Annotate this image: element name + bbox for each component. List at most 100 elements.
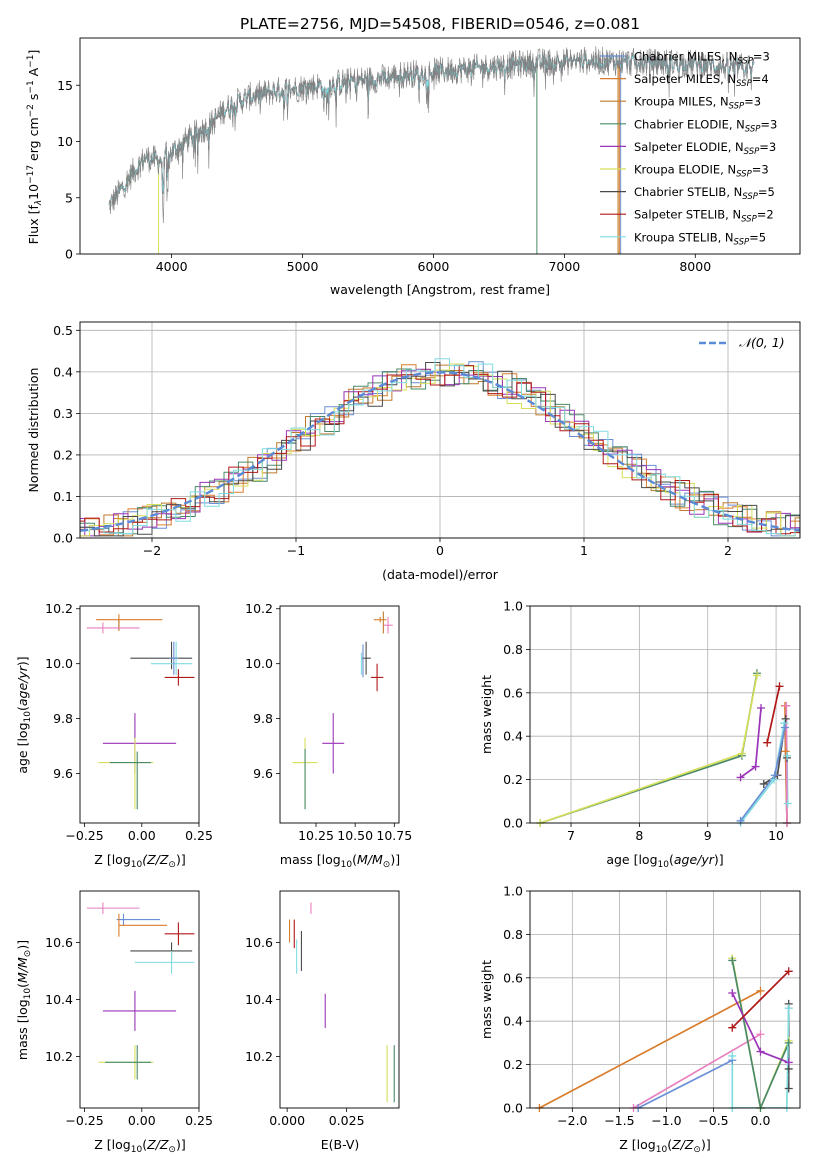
marker-2-0 (736, 773, 745, 782)
y-axis-label: mass weight (479, 675, 494, 754)
marker-5-2 (780, 719, 789, 728)
model-line-3 (108, 56, 538, 210)
age_vs_Z-plot-area (86, 614, 195, 810)
x-tick-label: −1.5 (604, 1113, 634, 1128)
histogram-4 (80, 368, 800, 537)
x-tick-label: 0.25 (185, 828, 213, 843)
histogram-8 (80, 358, 800, 537)
y-tick-label: 0.4 (53, 364, 73, 379)
marker-6-0 (728, 1023, 737, 1032)
y-tick-label: 0.8 (503, 642, 523, 657)
x-tick-label: 0 (436, 543, 444, 558)
mass_vs_EBV-axes (276, 941, 348, 1112)
y-tick-label: 0.0 (53, 531, 73, 546)
y-tick-label: 0.2 (503, 772, 523, 787)
x-tick-label: 0.25 (185, 1113, 213, 1128)
y-tick-label: 9.6 (253, 766, 273, 781)
x-tick-label: 4000 (156, 259, 188, 274)
x-axis-label: (data-model)/error (382, 567, 499, 582)
spectrum-axes (76, 84, 696, 258)
age_vs_mass-plot-area (292, 611, 393, 810)
y-tick-label: 15 (57, 78, 73, 93)
y-tick-label: 0.4 (503, 1014, 523, 1029)
series-line-0 (539, 990, 761, 1108)
y-tick-label: 0.2 (53, 447, 73, 462)
y-tick-label: 10.6 (45, 935, 73, 950)
y-axis-label: Normed distribution (26, 368, 41, 493)
y-axis-label: mass [log10(M/M⊙)] (15, 940, 33, 1060)
marker-1-1 (737, 749, 746, 758)
x-tick-label: 10.75 (376, 828, 412, 843)
marker-7-2 (784, 1084, 793, 1093)
x-tick-label: 9 (704, 828, 712, 843)
marker-6-1 (784, 967, 793, 976)
y-tick-label: 10 (57, 134, 73, 149)
x-tick-label: 8000 (679, 259, 711, 274)
y-tick-label: 9.8 (253, 711, 273, 726)
mass_vs_EBV-frame (279, 890, 400, 1109)
x-axis-label: Z [log10(Z/Z⊙)] (619, 1137, 710, 1155)
x-tick-label: −1.0 (651, 1113, 681, 1128)
y-tick-label: 10.2 (45, 601, 73, 616)
y-tick-label: 10.2 (45, 1049, 73, 1064)
x-tick-label: 0.00 (128, 1113, 156, 1128)
marker-2-1 (751, 762, 760, 771)
legend-entry-0: Chabrier MILES, NSSP=3 (634, 50, 770, 67)
mass_vs_Z-axes (76, 941, 200, 1112)
x-tick-label: 1 (580, 543, 588, 558)
legend-entry-1: Salpeter MILES, NSSP=4 (634, 72, 769, 89)
x-tick-label: 0.025 (329, 1113, 365, 1128)
marker-0-1 (756, 986, 765, 995)
marker-5-1 (756, 1047, 765, 1056)
mass_vs_Z-plot-area (86, 902, 195, 1080)
x-tick-label: 7000 (548, 259, 580, 274)
x-tick-label: −0.25 (65, 1113, 103, 1128)
histogram-1 (80, 364, 800, 536)
x-tick-label: −0.25 (65, 828, 103, 843)
residuals-plot-area (80, 358, 800, 537)
x-tick-label: 5000 (287, 259, 319, 274)
x-tick-label: −0.5 (698, 1113, 728, 1128)
legend-entry-3: Chabrier ELODIE, NSSP=3 (634, 117, 777, 134)
residuals-frame (79, 321, 801, 539)
marker-6-0 (736, 816, 745, 825)
marker-7-1 (784, 1064, 793, 1073)
x-tick-label: −2.0 (557, 1113, 587, 1128)
y-tick-label: 10.2 (245, 1049, 273, 1064)
x-tick-label: 10 (768, 828, 784, 843)
y-axis-label: age [log10(age/yr)] (15, 656, 33, 773)
y-tick-label: 5 (65, 190, 73, 205)
mass_vs_Z-frame (79, 890, 200, 1109)
y-axis-label: mass weight (479, 960, 494, 1039)
marker-5-1 (770, 775, 779, 784)
x-axis-label: Z [log10(Z/Z⊙)] (94, 852, 185, 870)
x-axis-label: mass [log10(M/M⊙)] (280, 852, 400, 870)
marker-8-3 (784, 1004, 793, 1013)
marker-6-2 (780, 723, 789, 732)
x-tick-label: 2 (724, 543, 732, 558)
marker-5-0 (728, 988, 737, 997)
y-tick-label: 0 (65, 247, 73, 262)
marker-1-2 (752, 671, 761, 680)
x-axis-label: Z [log10(Z/Z⊙)] (94, 1137, 185, 1155)
marker-4-2 (781, 714, 790, 723)
spectrum-frame (79, 37, 801, 255)
series-line-1 (540, 675, 758, 823)
x-axis-label: age [log10(age/yr)] (606, 852, 723, 870)
legend-entry-4: Salpeter ELODIE, NSSP=3 (634, 140, 776, 157)
y-tick-label: 0.8 (503, 927, 523, 942)
y-tick-label: 1.0 (503, 884, 523, 899)
figure-title: PLATE=2756, MJD=54508, FIBERID=0546, z=0… (240, 15, 640, 33)
age_vs_mass-axes (276, 608, 395, 827)
age_vs_Z-axes (76, 608, 200, 827)
marker-2-1 (756, 1030, 765, 1039)
y-tick-label: 10.0 (245, 656, 273, 671)
marker-2-2 (757, 703, 766, 712)
marker-3-0 (763, 738, 772, 747)
x-tick-label: −1 (287, 543, 305, 558)
y-tick-label: 0.4 (503, 729, 523, 744)
y-tick-label: 0.3 (53, 406, 73, 421)
marker-7-1 (781, 747, 790, 756)
legend-entry-8: Kroupa STELIB, NSSP=5 (634, 230, 766, 247)
marker-4-2 (784, 1038, 793, 1047)
